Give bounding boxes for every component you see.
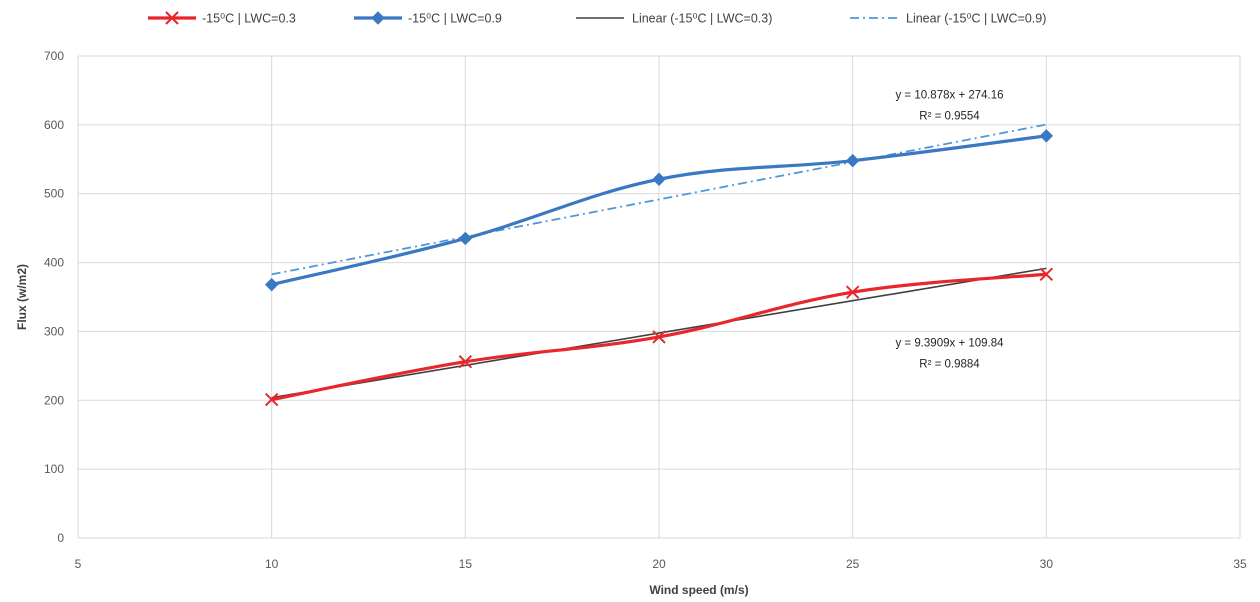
trendline-equation: y = 9.3909x + 109.84 bbox=[895, 338, 1004, 350]
y-tick-label: 500 bbox=[44, 187, 64, 201]
data-point bbox=[458, 355, 473, 369]
y-axis-title: Flux (w/m2) bbox=[15, 264, 29, 330]
data-point bbox=[1039, 129, 1054, 143]
data-point bbox=[264, 392, 279, 407]
data-point bbox=[264, 277, 279, 292]
x-tick-label: 5 bbox=[75, 557, 82, 571]
data-point bbox=[458, 231, 473, 246]
legend-item: Linear (-15⁰C | LWC=0.9) bbox=[850, 12, 1046, 26]
legend-item: -15⁰C | LWC=0.9 bbox=[354, 11, 502, 26]
y-tick-label: 200 bbox=[44, 393, 64, 407]
y-tick-label: 400 bbox=[44, 256, 64, 270]
x-tick-label: 30 bbox=[1040, 557, 1054, 571]
data-point bbox=[652, 330, 666, 344]
x-axis-title: Wind speed (m/s) bbox=[649, 583, 748, 597]
data-point bbox=[845, 285, 860, 299]
x-tick-label: 35 bbox=[1233, 557, 1247, 571]
legend-item: -15⁰C | LWC=0.3 bbox=[148, 11, 296, 26]
trendline-2 bbox=[271, 123, 1047, 276]
legend-marker bbox=[371, 11, 385, 25]
x-tick-label: 15 bbox=[459, 557, 473, 571]
legend-marker bbox=[165, 11, 179, 25]
y-tick-label: 0 bbox=[57, 531, 64, 545]
trendline-1 bbox=[271, 267, 1047, 399]
x-tick-label: 20 bbox=[652, 557, 666, 571]
y-tick-label: 100 bbox=[44, 462, 64, 476]
data-point bbox=[652, 172, 666, 186]
legend-label: Linear (-15⁰C | LWC=0.3) bbox=[632, 12, 772, 26]
x-tick-label: 10 bbox=[265, 557, 279, 571]
legend-label: -15⁰C | LWC=0.9 bbox=[408, 12, 502, 26]
y-tick-label: 700 bbox=[44, 49, 64, 63]
trendline-r-squared: R² = 0.9554 bbox=[919, 111, 980, 123]
y-tick-label: 600 bbox=[44, 118, 64, 132]
trendline-r-squared: R² = 0.9884 bbox=[919, 359, 980, 371]
legend-item: Linear (-15⁰C | LWC=0.3) bbox=[576, 12, 772, 26]
legend-label: -15⁰C | LWC=0.3 bbox=[202, 12, 296, 26]
x-tick-label: 25 bbox=[846, 557, 860, 571]
data-point bbox=[1039, 267, 1054, 281]
legend-label: Linear (-15⁰C | LWC=0.9) bbox=[906, 12, 1046, 26]
y-tick-label: 300 bbox=[44, 324, 64, 338]
trendline-equation: y = 10.878x + 274.16 bbox=[895, 90, 1003, 102]
data-point bbox=[845, 153, 860, 168]
